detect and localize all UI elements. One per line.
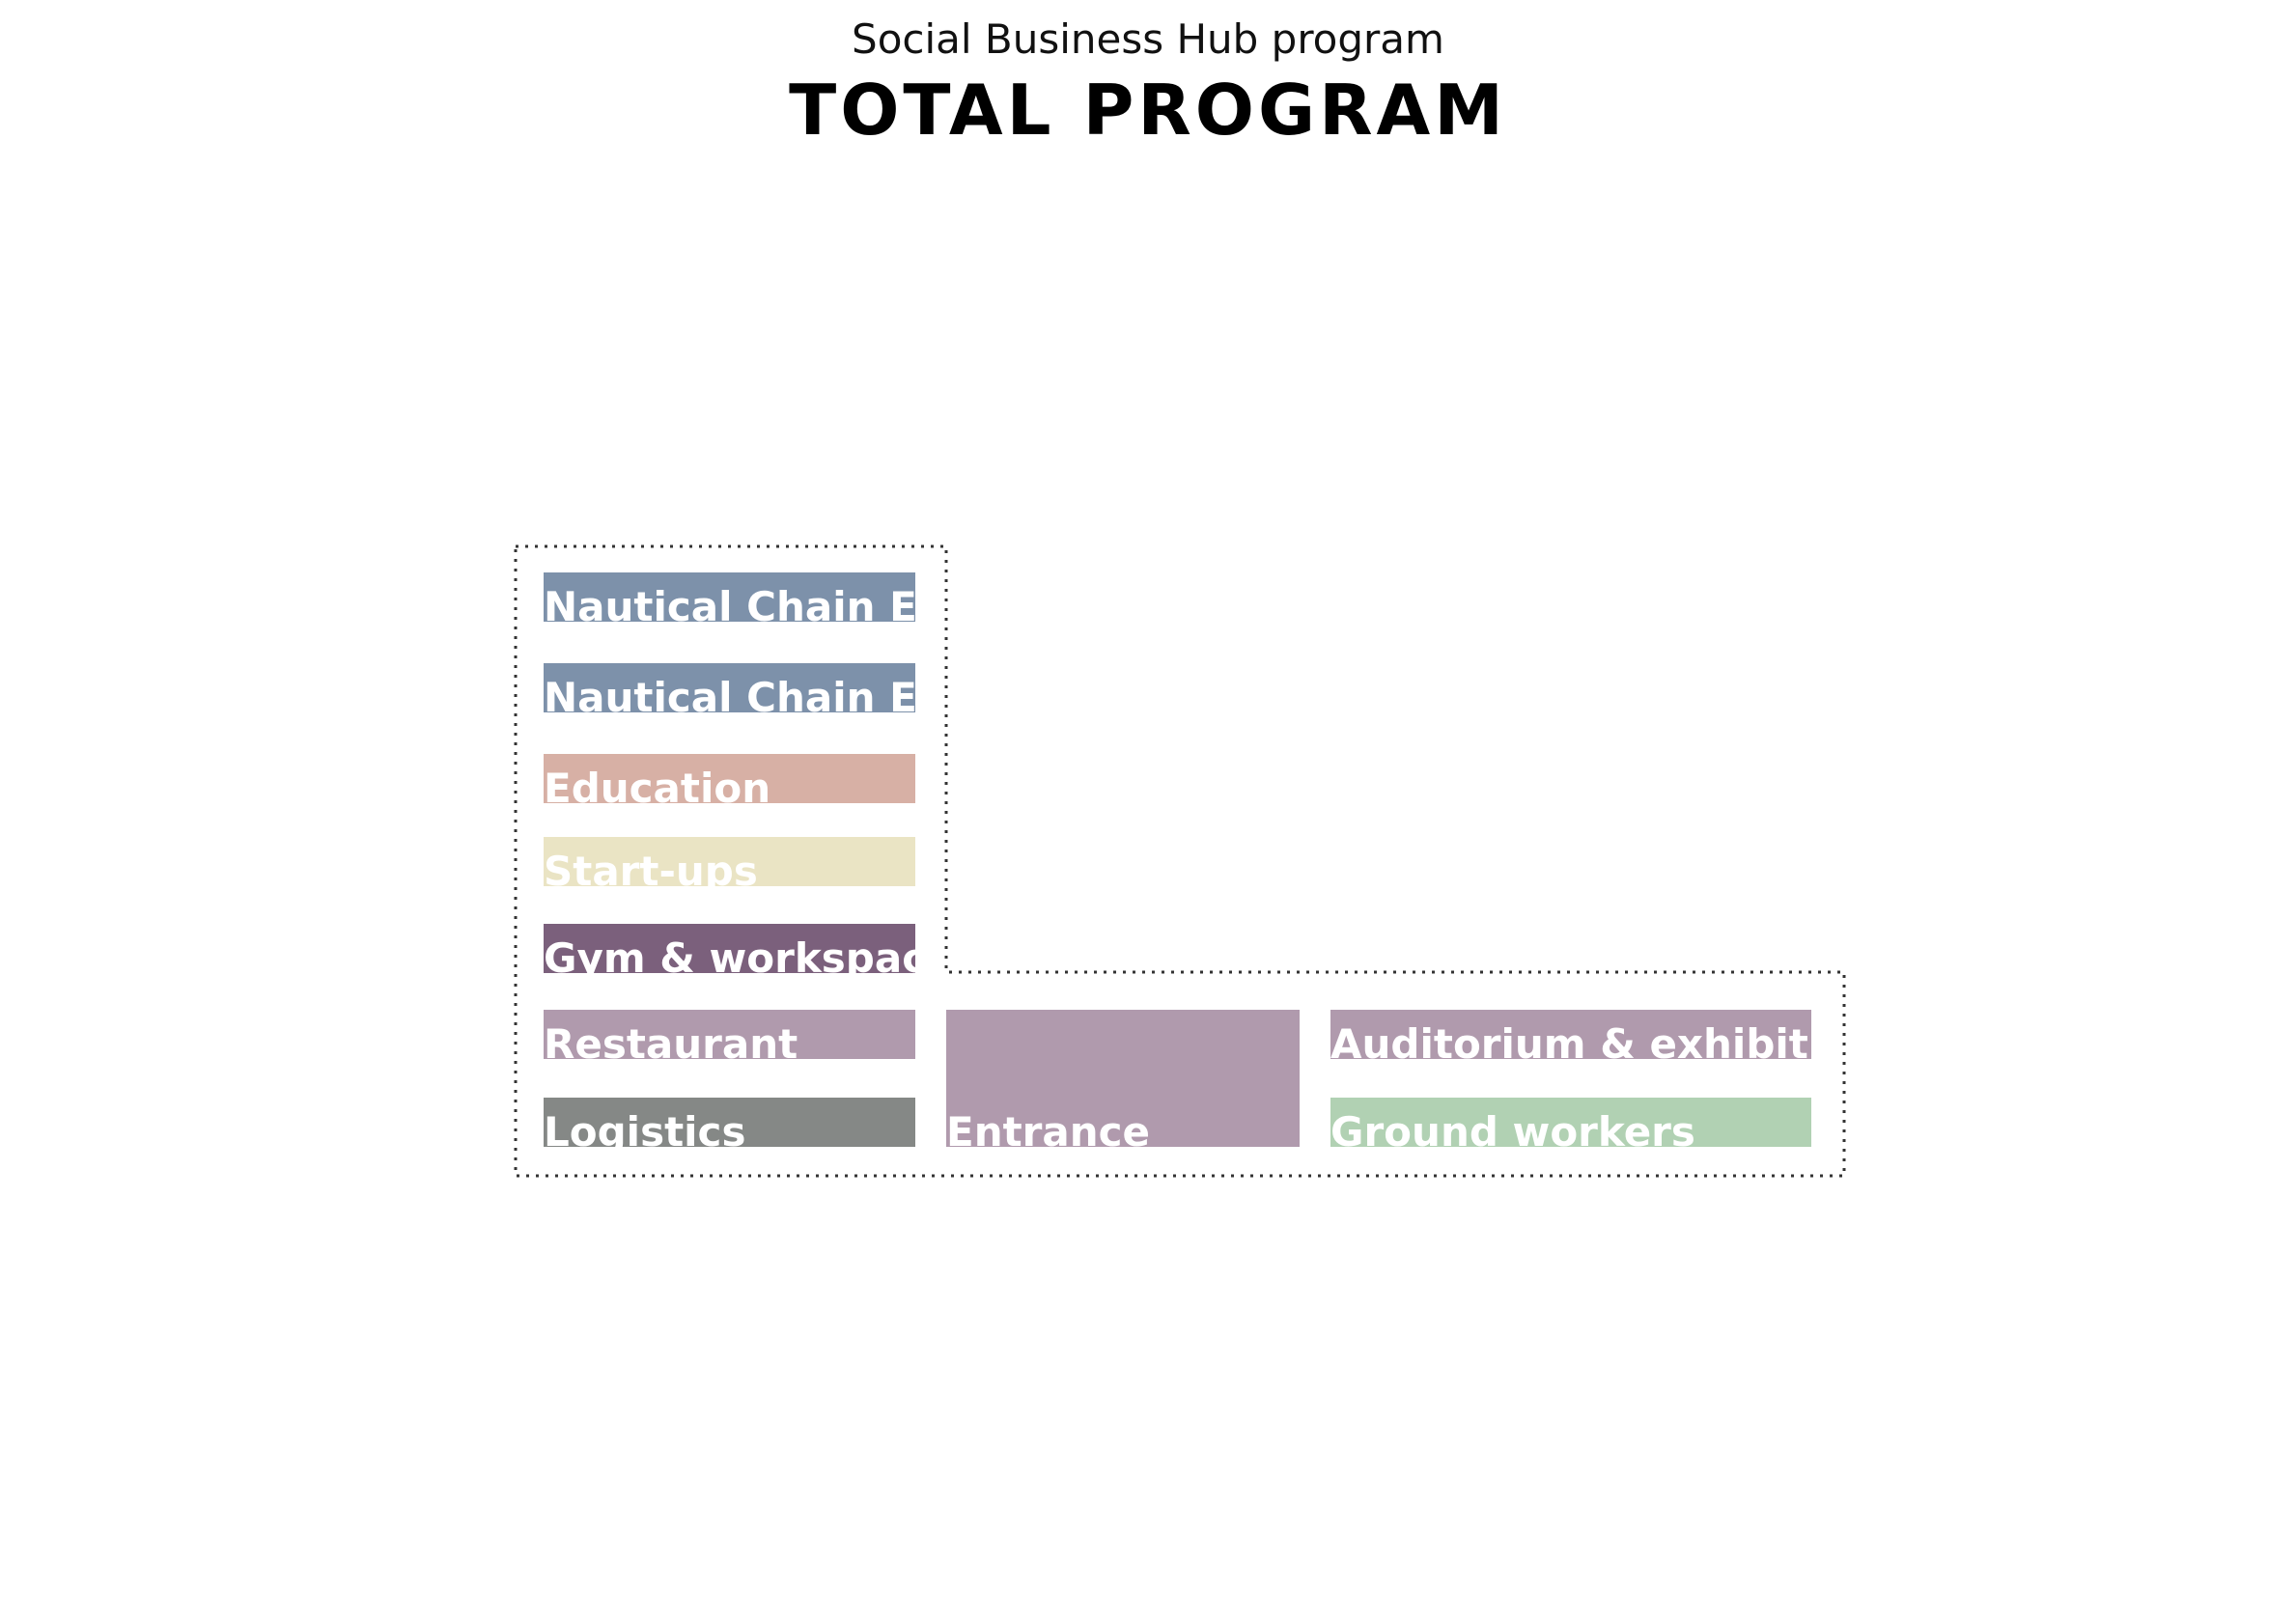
block-education: Education xyxy=(544,754,915,803)
block-label-start-ups: Start-ups xyxy=(544,848,758,887)
block-label-logistics: Logistics xyxy=(544,1108,746,1148)
block-label-nautical-chain-1: Nautical Chain E. xyxy=(544,583,915,623)
block-gym-workspace: Gym & workspace xyxy=(544,924,915,973)
block-start-ups: Start-ups xyxy=(544,837,915,886)
block-logistics: Logistics xyxy=(544,1098,915,1147)
block-nautical-chain-2: Nautical Chain E. xyxy=(544,663,915,712)
block-ground-workers: Ground workers xyxy=(1330,1098,1811,1147)
block-restaurant: Restaurant xyxy=(544,1010,915,1059)
block-label-restaurant: Restaurant xyxy=(544,1020,798,1060)
block-label-entrance: Entrance xyxy=(946,1108,1151,1148)
diagram-title: TOTAL PROGRAM xyxy=(789,70,1507,151)
block-label-ground-workers: Ground workers xyxy=(1330,1108,1695,1148)
block-auditorium-exhibition: Auditorium & exhibition xyxy=(1330,1010,1811,1059)
block-label-education: Education xyxy=(544,765,771,804)
diagram-subtitle: Social Business Hub program xyxy=(852,15,1444,63)
block-label-gym-workspace: Gym & workspace xyxy=(544,934,915,974)
block-label-nautical-chain-2: Nautical Chain E. xyxy=(544,674,915,713)
block-nautical-chain-1: Nautical Chain E. xyxy=(544,572,915,622)
block-entrance: Entrance xyxy=(946,1010,1300,1147)
block-label-auditorium-exhibition: Auditorium & exhibition xyxy=(1330,1020,1811,1060)
